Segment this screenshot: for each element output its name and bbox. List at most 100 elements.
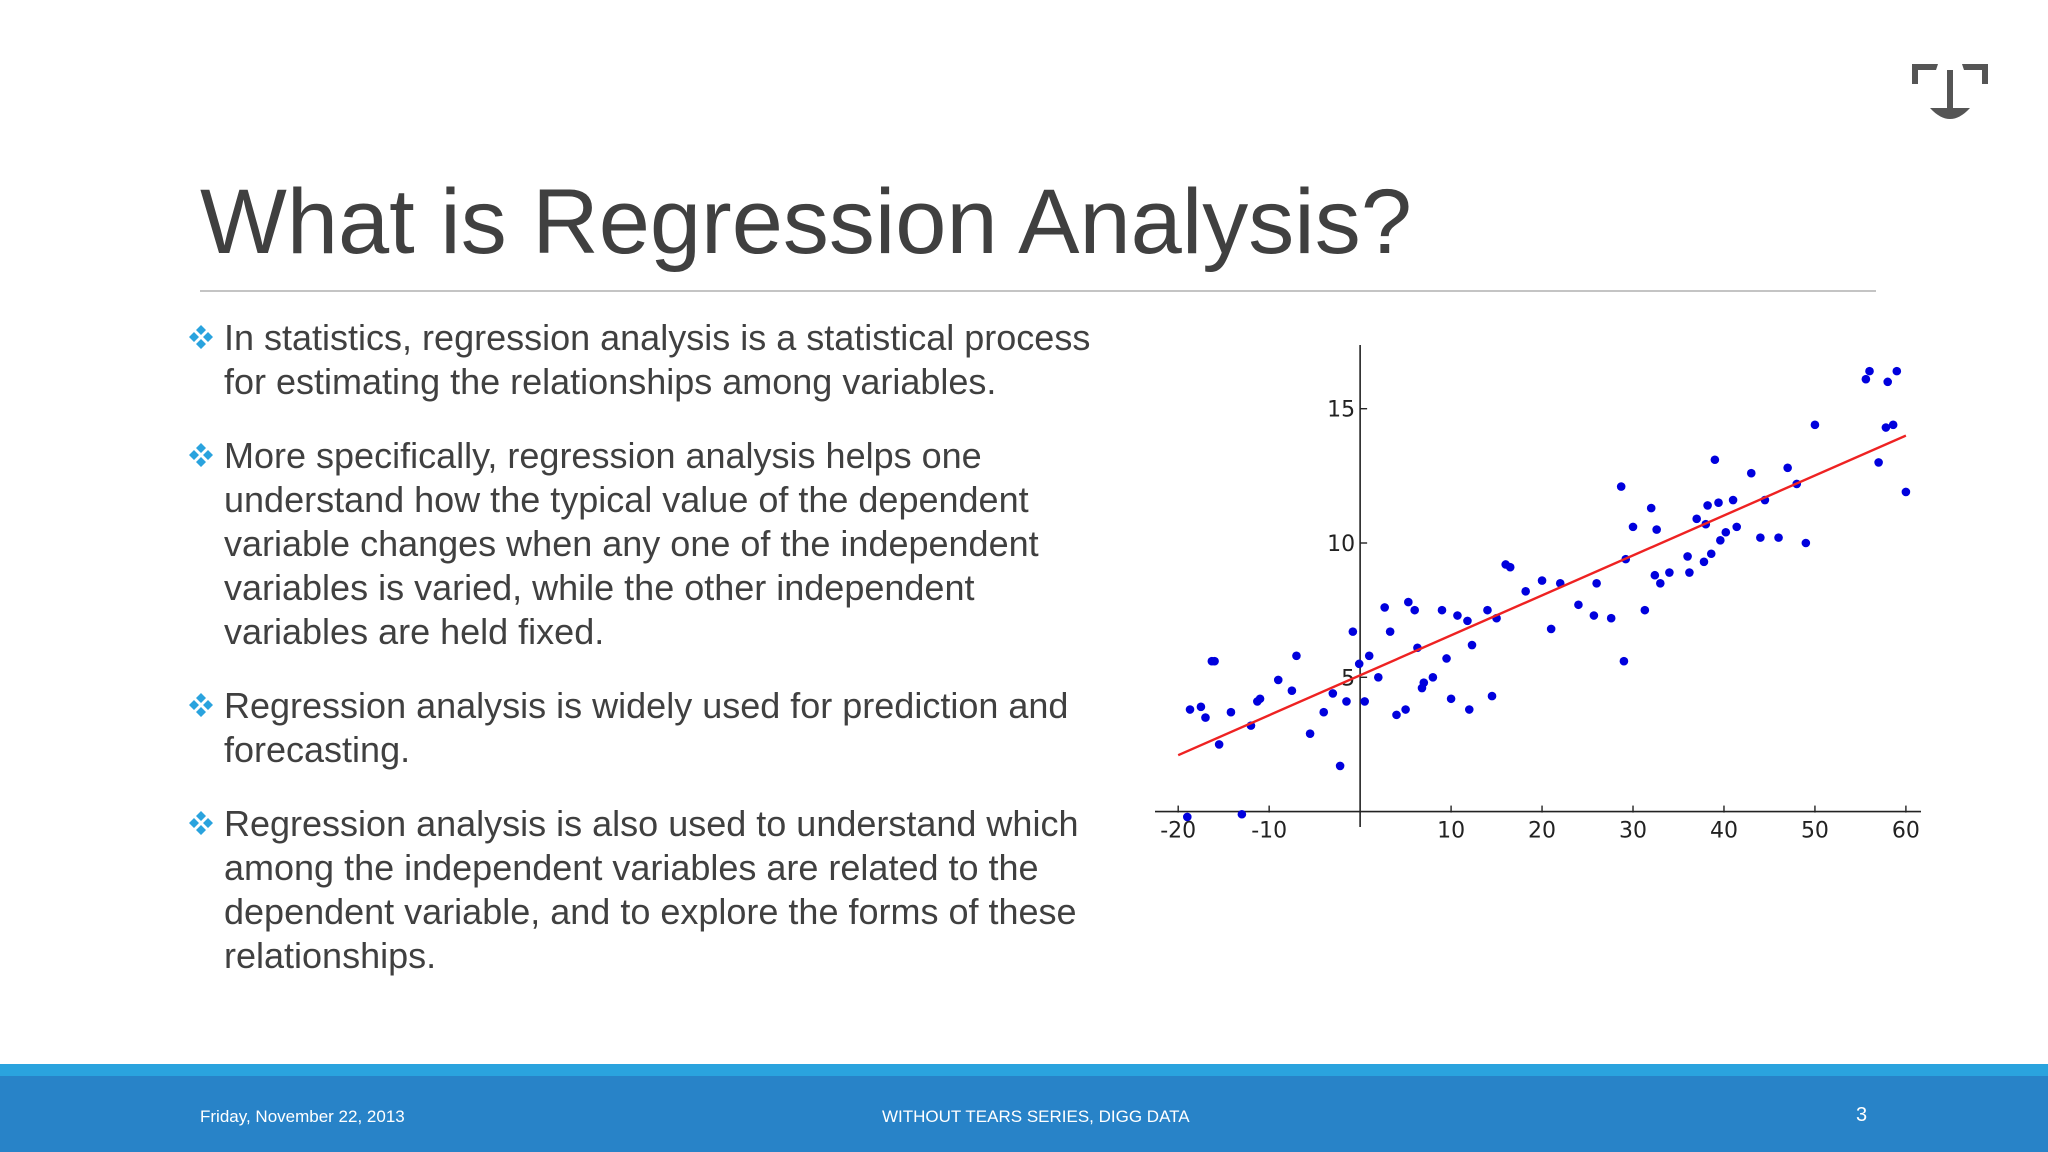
data-point <box>1505 562 1515 572</box>
data-point <box>1721 527 1731 537</box>
data-point <box>1182 812 1192 822</box>
data-point <box>1746 468 1756 478</box>
data-point <box>1483 605 1492 615</box>
x-tick-label: 30 <box>1619 819 1647 844</box>
bullet-item: In statistics, regression analysis is a … <box>186 316 1106 404</box>
x-tick-label: 20 <box>1528 819 1556 844</box>
footer-stripe <box>0 1064 2048 1076</box>
data-point <box>1783 463 1792 473</box>
data-point <box>1640 605 1650 615</box>
data-point <box>1305 729 1315 738</box>
data-point <box>1196 702 1206 712</box>
data-point <box>1888 420 1898 430</box>
data-point <box>1437 605 1447 615</box>
data-point <box>1646 503 1656 513</box>
data-point <box>1360 697 1369 706</box>
data-point <box>1201 713 1210 722</box>
data-point <box>1237 809 1247 819</box>
data-point <box>1650 570 1660 580</box>
data-point <box>1732 522 1742 532</box>
x-tick-label: 10 <box>1437 819 1465 844</box>
data-point <box>1273 675 1283 685</box>
data-point <box>1453 611 1462 620</box>
page-number: 3 <box>1856 1104 1868 1126</box>
x-tick-label: 50 <box>1801 819 1829 844</box>
data-point <box>1364 651 1374 661</box>
data-point <box>1692 514 1701 524</box>
data-point <box>1710 455 1720 465</box>
data-point <box>1537 576 1547 585</box>
data-point <box>1685 568 1694 577</box>
data-point <box>1652 525 1661 534</box>
data-point <box>1214 740 1224 749</box>
y-tick-label: 15 <box>1327 398 1355 423</box>
bullet-list: In statistics, regression analysis is a … <box>186 316 1106 1008</box>
data-point <box>1210 656 1219 666</box>
data-point <box>1467 640 1477 650</box>
diamond-cluster-icon <box>189 693 213 717</box>
bullet-text: In statistics, regression analysis is a … <box>224 317 1091 402</box>
data-point <box>1385 627 1395 636</box>
data-point <box>1380 603 1389 612</box>
data-point <box>1589 611 1599 620</box>
data-point <box>1335 761 1345 771</box>
data-point <box>1574 600 1583 610</box>
data-point <box>1865 366 1874 376</box>
data-point <box>1374 672 1383 682</box>
bullet-text: Regression analysis is also used to unde… <box>224 803 1079 976</box>
bullet-text: More specifically, regression analysis h… <box>224 435 1039 652</box>
data-point <box>1410 605 1419 615</box>
data-point <box>1728 495 1738 505</box>
regression-scatter-chart: -20 -10 10 20 30 40 50 60 5 10 15 <box>1155 345 1921 844</box>
scales-logo-icon <box>1912 64 1988 119</box>
data-point <box>1892 366 1902 376</box>
data-point <box>1521 587 1530 596</box>
data-point <box>1716 536 1725 545</box>
data-point <box>1446 694 1456 704</box>
data-point <box>1392 710 1401 720</box>
data-point <box>1656 578 1665 588</box>
data-point <box>1774 533 1783 542</box>
data-point <box>1185 705 1195 714</box>
bullet-item: Regression analysis is also used to unde… <box>186 802 1106 978</box>
data-point <box>1319 707 1329 717</box>
data-point <box>1404 597 1413 607</box>
data-point <box>1419 678 1429 687</box>
data-point <box>1464 705 1474 714</box>
x-tick-label: 60 <box>1892 819 1920 844</box>
data-point <box>1442 654 1451 663</box>
y-tick-label: 5 <box>1341 666 1355 691</box>
bullet-item: Regression analysis is widely used for p… <box>186 684 1106 772</box>
data-point <box>1616 482 1626 491</box>
data-point <box>1699 557 1709 567</box>
x-tick-label: -20 <box>1160 819 1196 844</box>
data-point <box>1665 568 1674 577</box>
x-tick-label: 40 <box>1710 819 1738 844</box>
data-point <box>1703 501 1712 510</box>
data-point <box>1874 458 1883 467</box>
x-tick-label: -10 <box>1251 819 1287 844</box>
footer-date: Friday, November 22, 2013 <box>200 1107 405 1126</box>
data-point <box>1861 374 1871 384</box>
data-point <box>1606 613 1616 623</box>
data-point <box>1487 691 1497 701</box>
data-point <box>1428 672 1438 682</box>
bullet-text: Regression analysis is widely used for p… <box>224 685 1069 770</box>
data-point <box>1619 656 1629 666</box>
data-point <box>1901 487 1911 497</box>
data-point <box>1592 578 1601 588</box>
data-point <box>1714 498 1723 508</box>
data-point <box>1342 697 1351 706</box>
y-tick-label: 10 <box>1327 532 1355 557</box>
data-point <box>1226 707 1236 717</box>
data-point <box>1292 651 1301 661</box>
data-point <box>1546 624 1556 634</box>
data-point <box>1628 522 1638 532</box>
slide-title: What is Regression Analysis? <box>200 171 1412 273</box>
data-point <box>1287 686 1297 696</box>
data-point <box>1683 552 1692 561</box>
diamond-cluster-icon <box>189 811 213 835</box>
data-point <box>1881 423 1891 432</box>
data-point <box>1463 616 1472 626</box>
data-point <box>1756 533 1765 542</box>
